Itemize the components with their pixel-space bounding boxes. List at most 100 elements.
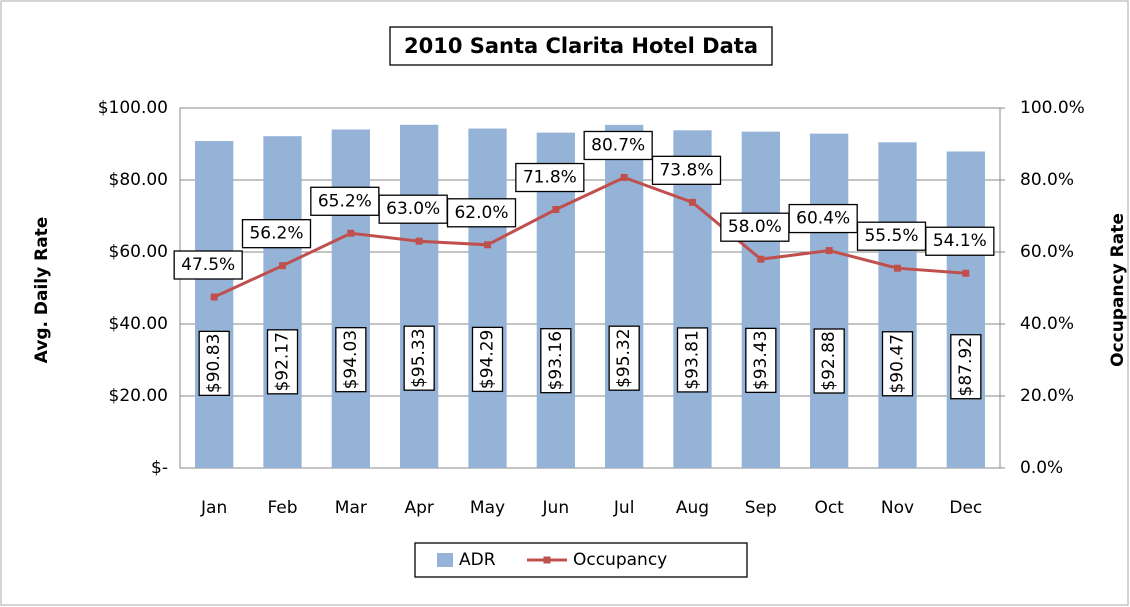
data-label: $90.47 bbox=[888, 334, 908, 393]
y2-tick-label: 60.0% bbox=[1020, 242, 1074, 262]
data-label: $92.17 bbox=[273, 332, 293, 391]
data-label-box bbox=[403, 325, 435, 391]
title-box bbox=[389, 26, 773, 66]
data-label: $94.29 bbox=[478, 330, 498, 389]
marker bbox=[279, 262, 286, 270]
marker bbox=[210, 293, 218, 301]
x-tick-label: Jul bbox=[613, 498, 635, 518]
x-tick-label: Feb bbox=[267, 498, 297, 518]
data-label-box bbox=[788, 203, 858, 234]
data-label: $90.83 bbox=[204, 334, 224, 393]
marker bbox=[757, 255, 765, 263]
bar bbox=[400, 124, 439, 468]
bar bbox=[263, 136, 302, 469]
y2-tick-label: 80.0% bbox=[1020, 170, 1074, 190]
data-label: 56.2% bbox=[249, 224, 303, 244]
bar bbox=[741, 131, 780, 469]
data-label-box bbox=[198, 330, 230, 397]
y-tick-label: $80.00 bbox=[109, 170, 168, 190]
data-label-box bbox=[813, 328, 845, 394]
data-label-box bbox=[720, 212, 790, 242]
data-label: $94.03 bbox=[341, 330, 361, 389]
data-label-box bbox=[173, 250, 243, 280]
data-label-box bbox=[881, 331, 914, 397]
marker bbox=[484, 241, 491, 249]
y2-tick-label: 20.0% bbox=[1020, 386, 1074, 406]
legend-label: Occupancy bbox=[573, 550, 667, 570]
y-tick-label: $40.00 bbox=[109, 314, 168, 334]
data-label: $93.16 bbox=[546, 331, 566, 390]
marker bbox=[825, 247, 833, 255]
x-tick-label: Sep bbox=[745, 498, 777, 518]
x-tick-label: Mar bbox=[335, 498, 367, 518]
data-label: 47.5% bbox=[181, 255, 235, 275]
y-tick-label: $100.00 bbox=[98, 98, 168, 118]
data-label: $93.43 bbox=[751, 331, 771, 390]
y2-tick-label: 0.0% bbox=[1020, 458, 1063, 478]
x-tick-label: May bbox=[470, 498, 505, 518]
x-tick-label: Jun bbox=[542, 498, 570, 518]
data-label-box bbox=[925, 226, 995, 256]
bar bbox=[468, 128, 507, 468]
data-label-box bbox=[651, 155, 722, 185]
marker bbox=[347, 229, 355, 237]
data-label: 80.7% bbox=[591, 135, 645, 155]
data-label-box bbox=[515, 162, 585, 193]
data-label: $95.33 bbox=[409, 328, 429, 387]
data-label-box bbox=[471, 326, 504, 393]
data-label-box bbox=[540, 328, 572, 394]
x-tick-label: Aug bbox=[676, 498, 709, 518]
data-label-box bbox=[608, 325, 640, 391]
y2-tick-label: 40.0% bbox=[1020, 314, 1074, 334]
marker bbox=[415, 237, 423, 245]
line bbox=[213, 175, 966, 299]
legend-box bbox=[414, 542, 748, 578]
legend-marker bbox=[543, 556, 551, 564]
data-label: 54.1% bbox=[933, 231, 987, 251]
data-label: 73.8% bbox=[659, 160, 713, 180]
y-tick-label: $60.00 bbox=[109, 242, 168, 262]
data-label-box bbox=[745, 327, 777, 394]
chart-title: 2010 Santa Clarita Hotel Data bbox=[404, 34, 758, 58]
x-tick-label: Nov bbox=[881, 498, 914, 518]
data-label-box bbox=[378, 194, 448, 224]
data-label-box bbox=[583, 130, 653, 161]
data-label: $92.88 bbox=[819, 331, 839, 390]
data-label: 60.4% bbox=[796, 209, 850, 229]
marker bbox=[962, 269, 970, 277]
plot-area bbox=[179, 107, 1001, 469]
data-label: 71.8% bbox=[523, 168, 577, 188]
data-label: 62.0% bbox=[454, 203, 508, 223]
x-tick-label: Oct bbox=[814, 498, 844, 518]
x-tick-label: Dec bbox=[949, 498, 982, 518]
data-label: $87.92 bbox=[956, 337, 976, 396]
data-label-box bbox=[266, 329, 299, 395]
y-tick-label: $20.00 bbox=[109, 386, 168, 406]
y-tick-label: $- bbox=[151, 458, 168, 478]
data-label-box bbox=[241, 219, 312, 249]
bar bbox=[195, 141, 234, 468]
legend-label: ADR bbox=[459, 550, 496, 570]
marker bbox=[620, 173, 628, 181]
x-tick-label: Jan bbox=[200, 498, 227, 518]
data-label-box bbox=[676, 327, 709, 393]
legend-swatch bbox=[437, 553, 453, 567]
bar bbox=[673, 130, 712, 468]
data-label: 58.0% bbox=[728, 217, 782, 237]
marker bbox=[894, 264, 901, 272]
y2-tick-label: 100.0% bbox=[1020, 98, 1085, 118]
data-label: 63.0% bbox=[386, 199, 440, 219]
data-label: 65.2% bbox=[318, 191, 372, 211]
marker bbox=[552, 206, 560, 214]
data-label: $95.32 bbox=[614, 328, 634, 387]
x-tick-label: Apr bbox=[404, 498, 433, 518]
y-axis-label: Avg. Daily Rate bbox=[32, 217, 52, 364]
bar bbox=[810, 133, 849, 468]
bar bbox=[331, 129, 370, 468]
marker bbox=[689, 198, 696, 206]
bar bbox=[946, 151, 985, 468]
data-label-box bbox=[335, 327, 367, 393]
data-label-box bbox=[950, 334, 982, 400]
data-label-box bbox=[446, 198, 517, 228]
